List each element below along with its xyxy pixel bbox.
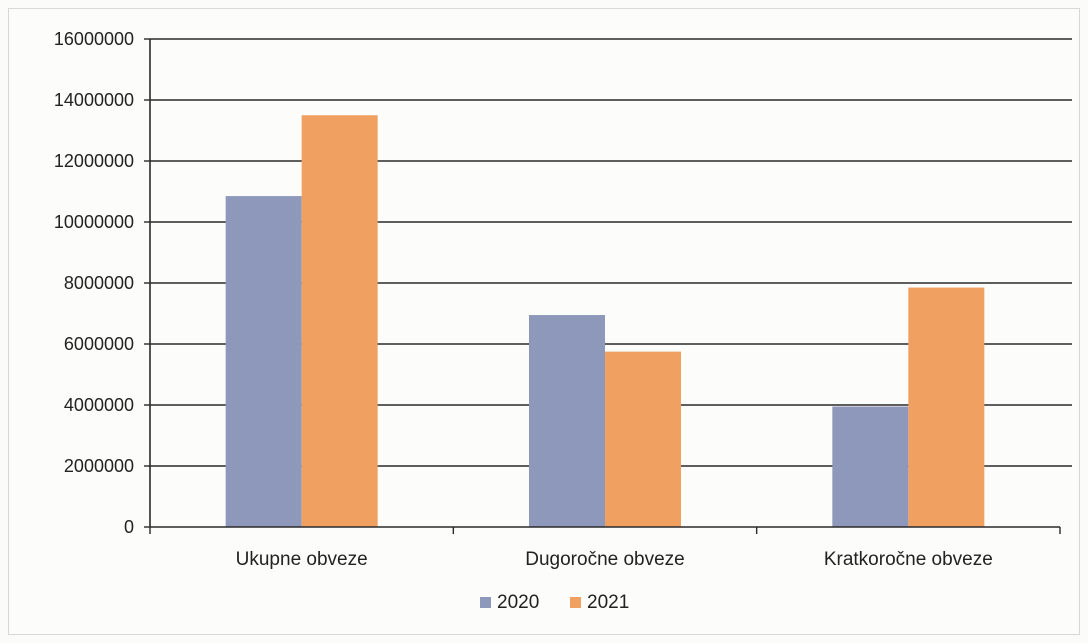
x-tick-label: Kratkoročne obveze — [824, 549, 993, 570]
legend-swatch-2020 — [480, 597, 491, 608]
legend-label-2021: 2021 — [587, 592, 629, 613]
y-tick-label: 4000000 — [64, 395, 134, 415]
y-axis: 0 2000000 4000000 6000000 8000000 10000000 120… — [54, 29, 151, 537]
y-tick-label: 16000000 — [54, 29, 134, 49]
x-tick-label: Ukupne obveze — [236, 549, 368, 570]
y-tick-label: 2000000 — [64, 456, 134, 476]
y-tick-label: 0 — [124, 517, 134, 537]
y-tick-label: 8000000 — [64, 273, 134, 293]
bar-2021-1 — [301, 115, 378, 527]
legend-swatch-2021 — [570, 597, 581, 608]
y-tick-label: 14000000 — [54, 90, 134, 110]
x-axis: Ukupne obveze Dugoročne obveze Kratkoročne… — [149, 526, 1061, 570]
legend-label-2020: 2020 — [497, 592, 539, 613]
x-tick-label: Dugoročne obveze — [525, 549, 685, 570]
bar-2020-1 — [225, 196, 302, 527]
y-tick-label: 6000000 — [64, 334, 134, 354]
bar-2020-3 — [832, 406, 909, 527]
y-tick-label: 12000000 — [54, 151, 134, 171]
bar-2021-3 — [908, 287, 985, 527]
legend: 2020 2021 — [480, 592, 629, 613]
bars — [225, 115, 985, 527]
bar-2021-2 — [605, 351, 681, 527]
y-tick-label: 10000000 — [54, 212, 134, 232]
bar-2020-2 — [529, 315, 605, 527]
